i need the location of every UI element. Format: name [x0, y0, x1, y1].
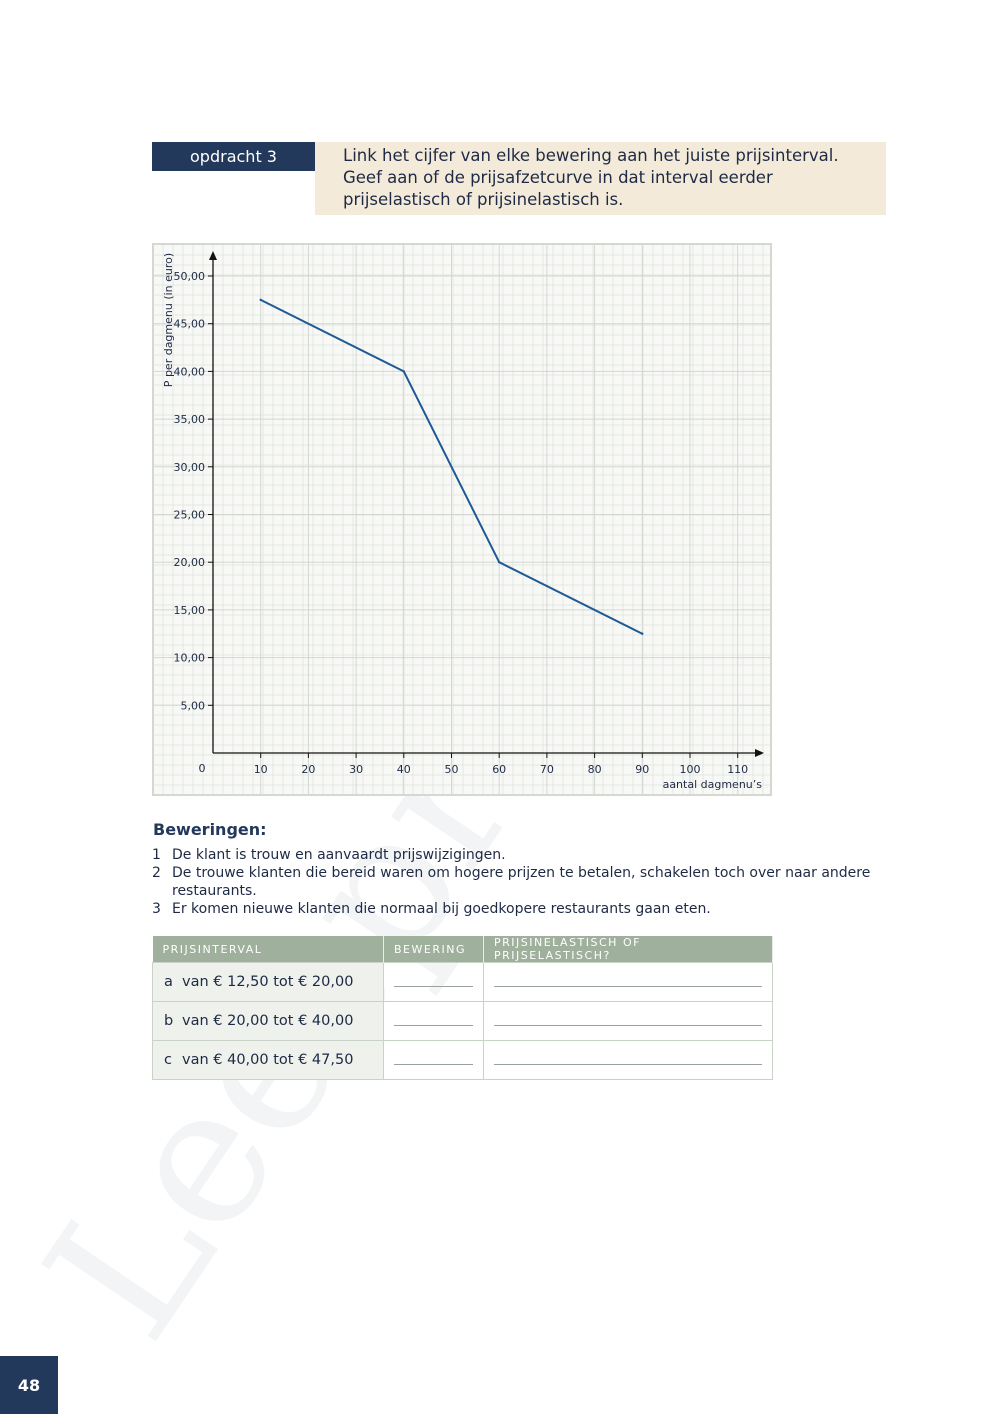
interval-text: van € 20,00 tot € 40,00 [182, 1013, 354, 1029]
answer-line [494, 1025, 762, 1026]
y-tick-label: 40,00 [174, 365, 206, 378]
interval-cell: a van € 12,50 tot € 20,00 [152, 962, 384, 1002]
demand-curve-line [260, 298, 643, 635]
answer-line [394, 1025, 473, 1026]
task-instruction: Link het cijfer van elke bewering aan he… [315, 142, 886, 215]
page-number-label: 48 [17, 1375, 41, 1395]
row-letter: b [164, 1013, 174, 1029]
statement-answer-field[interactable] [383, 1040, 484, 1080]
x-axis-arrow [755, 749, 764, 757]
statements-title: Beweringen: [153, 820, 267, 839]
data-point [402, 370, 405, 373]
row-letter: a [164, 974, 173, 990]
y-tick-label: 35,00 [174, 413, 206, 426]
statement-item: 1 De klant is trouw en aanvaardt prijswi… [152, 846, 872, 864]
x-tick-label: 110 [727, 763, 748, 776]
table-header-row: PRIJSINTERVAL BEWERING PRIJSINELASTISCH … [152, 936, 773, 963]
header-statement: BEWERING [383, 936, 484, 963]
x-tick-label: 60 [492, 763, 506, 776]
statement-number: 3 [152, 901, 161, 917]
row-letter: c [164, 1052, 172, 1068]
price-demand-chart: 5,00 10,00 15,00 20,00 25,00 30,00 35,00 40,00 4… [152, 243, 772, 796]
table-row: c van € 40,00 tot € 47,50 [152, 1040, 773, 1080]
x-tick-label: 10 [254, 763, 268, 776]
chart-frame [152, 243, 772, 796]
x-tick-label: 20 [301, 763, 315, 776]
answer-line [494, 986, 762, 987]
interval-cell: c van € 40,00 tot € 47,50 [152, 1040, 384, 1080]
table-row: b van € 20,00 tot € 40,00 [152, 1001, 773, 1041]
x-tick-label: 70 [540, 763, 554, 776]
answer-table: PRIJSINTERVAL BEWERING PRIJSINELASTISCH … [152, 936, 773, 1080]
task-badge-label: opdracht 3 [190, 147, 277, 166]
statement-item: 3 Er komen nieuwe klanten die normaal bi… [152, 900, 872, 918]
statement-text: De trouwe klanten die bereid waren om ho… [172, 865, 871, 899]
y-tick-label: 15,00 [174, 604, 206, 617]
interval-text: van € 40,00 tot € 47,50 [182, 1052, 354, 1068]
x-tick-label: 50 [445, 763, 459, 776]
interval-text: van € 12,50 tot € 20,00 [182, 974, 354, 990]
y-tick-label: 20,00 [174, 556, 206, 569]
statements-list: 1 De klant is trouw en aanvaardt prijswi… [152, 846, 872, 918]
y-tick-label: 30,00 [174, 461, 206, 474]
statement-number: 2 [152, 865, 161, 881]
statement-number: 1 [152, 847, 161, 863]
answer-line [494, 1064, 762, 1065]
y-tick-label: 25,00 [174, 509, 206, 522]
y-tick-label: 5,00 [181, 699, 206, 712]
y-axis-label: P per dagmenu (in euro) [162, 253, 175, 387]
elasticity-answer-field[interactable] [483, 1001, 773, 1041]
answer-line [394, 986, 473, 987]
task-badge: opdracht 3 [152, 142, 315, 171]
data-point [498, 561, 501, 564]
y-tick-label: 45,00 [174, 318, 206, 331]
data-point [641, 632, 644, 635]
statement-answer-field[interactable] [383, 962, 484, 1002]
interval-cell: b van € 20,00 tot € 40,00 [152, 1001, 384, 1041]
statement-item: 2 De trouwe klanten die bereid waren om … [152, 864, 872, 900]
origin-label: 0 [199, 762, 206, 775]
page-number: 48 [0, 1356, 58, 1414]
elasticity-answer-field[interactable] [483, 1040, 773, 1080]
y-tick-label: 50,00 [174, 270, 206, 283]
y-tick-label: 10,00 [174, 652, 206, 665]
header-elasticity: PRIJSINELASTISCH OF PRIJSELASTISCH? [483, 936, 773, 963]
y-axis-arrow [209, 251, 217, 260]
elasticity-answer-field[interactable] [483, 962, 773, 1002]
chart-svg: 5,00 10,00 15,00 20,00 25,00 30,00 35,00 40,00 4… [152, 243, 772, 796]
x-tick-label: 30 [349, 763, 363, 776]
x-tick-label: 40 [397, 763, 411, 776]
x-tick-label: 80 [588, 763, 602, 776]
x-tick-label: 90 [635, 763, 649, 776]
statement-text: Er komen nieuwe klanten die normaal bij … [172, 901, 711, 917]
answer-line [394, 1064, 473, 1065]
table-row: a van € 12,50 tot € 20,00 [152, 962, 773, 1002]
x-axis-label: aantal dagmenu’s [663, 778, 763, 791]
task-instruction-text: Link het cijfer van elke bewering aan he… [343, 146, 839, 209]
x-tick-label: 100 [680, 763, 701, 776]
statement-text: De klant is trouw en aanvaardt prijswijz… [172, 847, 506, 863]
statement-answer-field[interactable] [383, 1001, 484, 1041]
header-price-interval: PRIJSINTERVAL [152, 936, 384, 963]
data-point [259, 298, 262, 302]
